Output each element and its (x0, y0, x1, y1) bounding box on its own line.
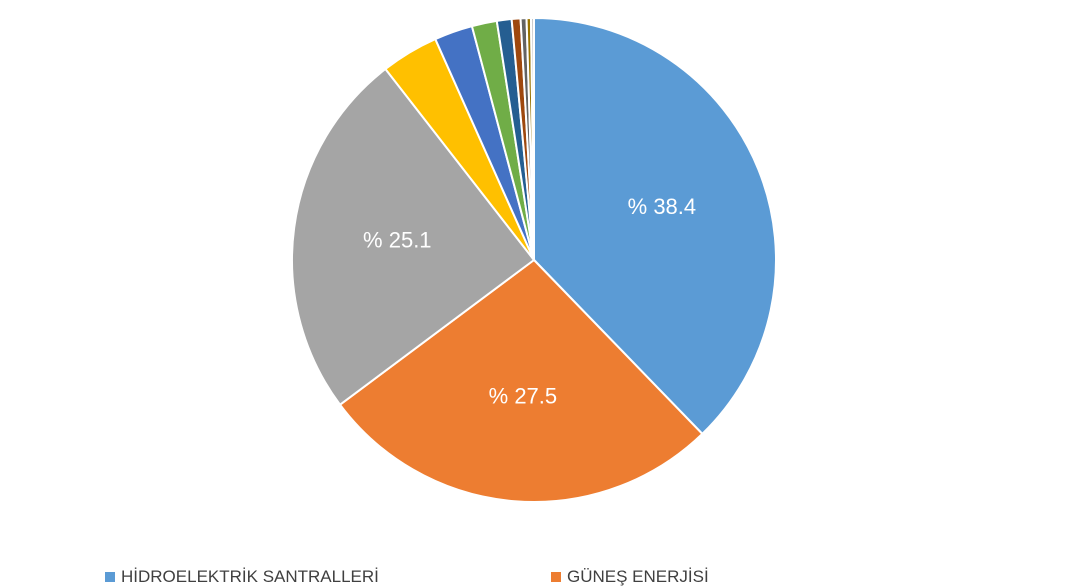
legend-swatch-hidroelektrik (105, 572, 115, 582)
pie-slice-0 (533, 16, 777, 436)
legend-label-gunes: GÜNEŞ ENERJİSİ (567, 567, 709, 586)
pie-slices (291, 16, 777, 503)
pie-data-label-1: % 27.5 (489, 383, 558, 408)
pie-data-labels: % 38.4 % 27.5 % 25.1 (363, 194, 696, 408)
pie-slice-10 (529, 16, 535, 261)
legend-item-gunes: GÜNEŞ ENERJİSİ (551, 567, 709, 587)
legend-item-hidroelektrik: HİDROELEKTRİK SANTRALLERİ (105, 567, 379, 587)
pie-slice-1 (338, 258, 704, 503)
pie-slice-2 (291, 67, 536, 407)
pie-data-label-0: % 38.4 (628, 194, 697, 219)
pie-data-label-2: % 25.1 (363, 227, 432, 252)
legend-label-hidroelektrik: HİDROELEKTRİK SANTRALLERİ (121, 567, 379, 586)
legend-swatch-gunes (551, 572, 561, 582)
